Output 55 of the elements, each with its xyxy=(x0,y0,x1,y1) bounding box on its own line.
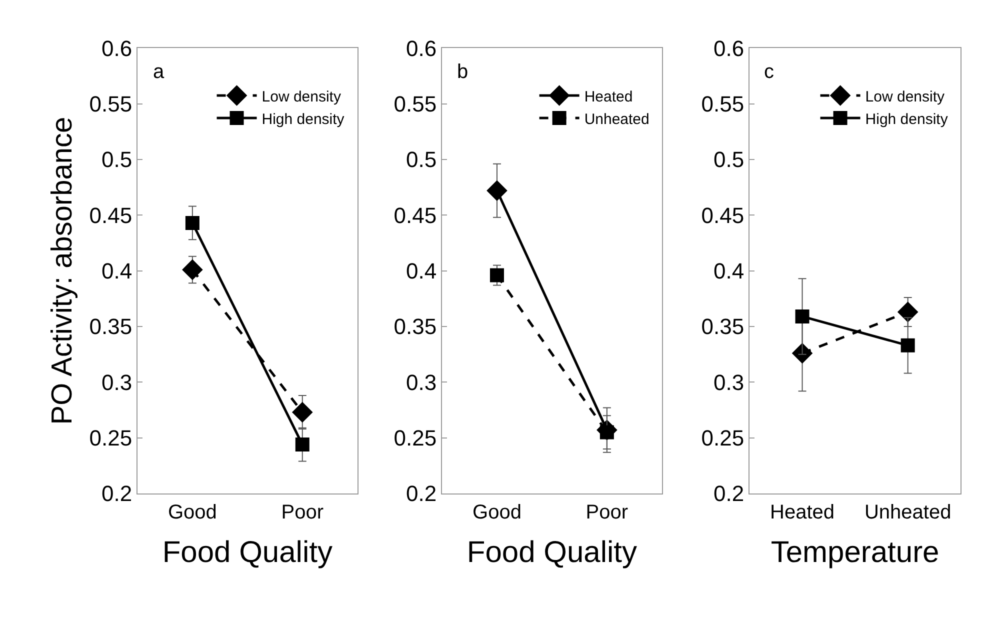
point xyxy=(292,402,313,423)
y-tick-label: 0.55 xyxy=(89,91,132,116)
x-tick-label: Good xyxy=(472,502,522,524)
y-tick-label: 0.2 xyxy=(406,481,437,506)
y-axis-title: PO Activity: absorbance xyxy=(46,116,79,425)
y-tick-label: 0.3 xyxy=(101,370,132,395)
y-tick-label: 0.55 xyxy=(701,91,744,116)
y-tick-label: 0.25 xyxy=(701,426,744,451)
x-axis-title: Food Quality xyxy=(466,536,638,570)
legend-label: Low density xyxy=(865,88,945,106)
legend-label: Low density xyxy=(262,88,342,106)
point xyxy=(295,438,310,452)
x-tick-label: Unheated xyxy=(864,502,952,524)
legend-label: Heated xyxy=(584,88,633,106)
y-tick-label: 0.35 xyxy=(394,314,437,340)
point xyxy=(897,302,918,322)
x-tick-label: Poor xyxy=(281,502,324,524)
y-tick-label: 0.3 xyxy=(406,370,437,395)
y-tick-label: 0.5 xyxy=(406,147,437,172)
y-tick-label: 0.25 xyxy=(89,426,132,451)
text: a xyxy=(153,61,165,83)
y-tick-label: 0.5 xyxy=(713,147,744,172)
y-tick-label: 0.3 xyxy=(713,370,744,395)
x-tick-label: Good xyxy=(168,502,217,524)
x-tick-label: Poor xyxy=(586,502,628,524)
y-tick-label: 0.6 xyxy=(101,36,132,61)
text: c xyxy=(764,61,774,83)
legend-label: High density xyxy=(262,110,345,128)
point xyxy=(490,268,504,282)
y-tick-label: 0.55 xyxy=(394,91,437,116)
y-tick-label: 0.4 xyxy=(406,258,437,284)
y-tick-label: 0.25 xyxy=(394,426,437,451)
legend-label: Unheated xyxy=(584,110,650,128)
y-tick-label: 0.2 xyxy=(713,481,744,506)
text: b xyxy=(457,61,468,83)
point xyxy=(900,338,915,352)
y-tick-label: 0.45 xyxy=(394,202,437,228)
point xyxy=(185,216,200,230)
y-tick-label: 0.5 xyxy=(101,147,132,172)
y-tick-label: 0.45 xyxy=(701,202,744,228)
y-tick-label: 0.35 xyxy=(701,314,744,340)
point xyxy=(182,259,203,280)
point xyxy=(795,309,810,324)
y-tick-label: 0.4 xyxy=(713,258,744,284)
y-tick-label: 0.35 xyxy=(89,314,132,340)
x-axis-title: Food Quality xyxy=(162,536,332,570)
y-tick-label: 0.2 xyxy=(101,481,132,506)
x-tick-label: Heated xyxy=(770,502,835,524)
legend-label: High density xyxy=(865,110,948,128)
y-tick-label: 0.6 xyxy=(713,36,744,61)
y-tick-label: 0.6 xyxy=(406,36,437,61)
x-axis-title: Temperature xyxy=(770,536,940,570)
point xyxy=(486,180,508,202)
y-tick-label: 0.45 xyxy=(89,202,132,228)
y-tick-label: 0.4 xyxy=(101,258,132,284)
